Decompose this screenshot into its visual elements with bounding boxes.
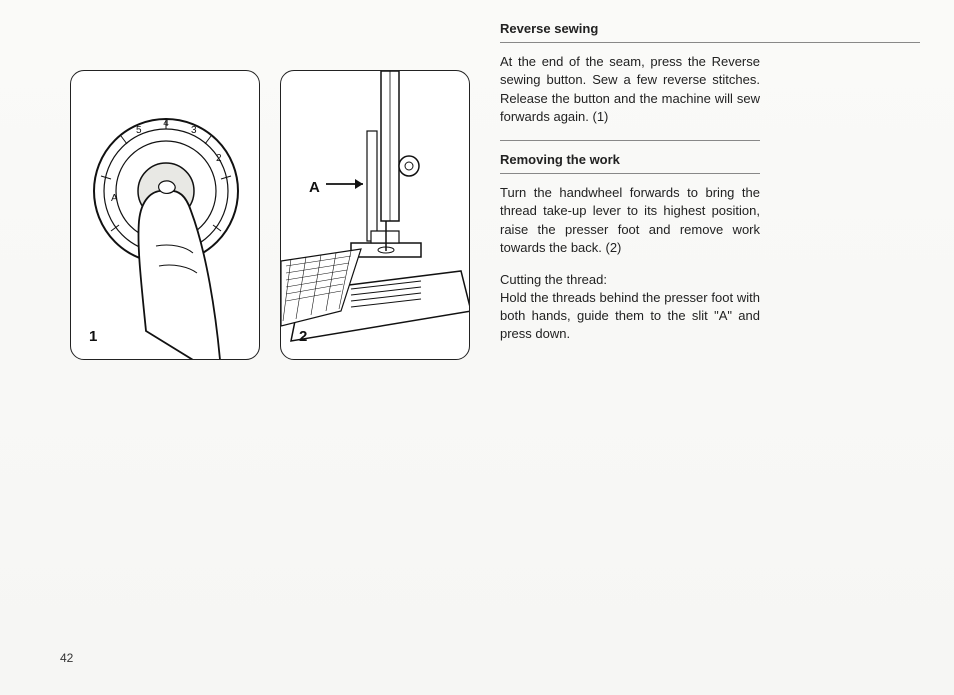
figure-2-number: 2 (299, 328, 307, 345)
body-cutting-thread: Cutting the thread: Hold the threads beh… (500, 271, 760, 344)
figure-2: A 2 (280, 70, 470, 360)
divider (500, 140, 760, 141)
page-number: 42 (60, 651, 73, 665)
heading-removing-work: Removing the work (500, 151, 760, 169)
presser-foot-illustration-icon (281, 71, 470, 360)
figure-2-label-a: A (309, 179, 320, 196)
svg-text:3: 3 (191, 125, 197, 136)
heading-reverse-sewing: Reverse sewing (500, 20, 760, 38)
svg-text:2: 2 (216, 153, 222, 164)
figure-1: 3 2 4 5 A 1 (70, 70, 260, 360)
cutting-thread-body: Hold the threads behind the presser foot… (500, 290, 760, 341)
figure-row: 3 2 4 5 A 1 (70, 70, 470, 360)
cutting-thread-label: Cutting the thread: (500, 272, 607, 287)
svg-text:4: 4 (163, 118, 169, 129)
text-column: Reverse sewing At the end of the seam, p… (500, 20, 760, 358)
divider (500, 42, 920, 43)
divider (500, 173, 760, 174)
figure-1-number: 1 (89, 328, 97, 345)
dial-illustration-icon: 3 2 4 5 A (71, 71, 260, 360)
svg-text:5: 5 (136, 125, 142, 136)
svg-text:A: A (111, 193, 118, 204)
body-reverse-sewing: At the end of the seam, press the Revers… (500, 53, 760, 126)
manual-page: 3 2 4 5 A 1 (0, 0, 954, 695)
body-removing-work-1: Turn the handwheel forwards to bring the… (500, 184, 760, 257)
